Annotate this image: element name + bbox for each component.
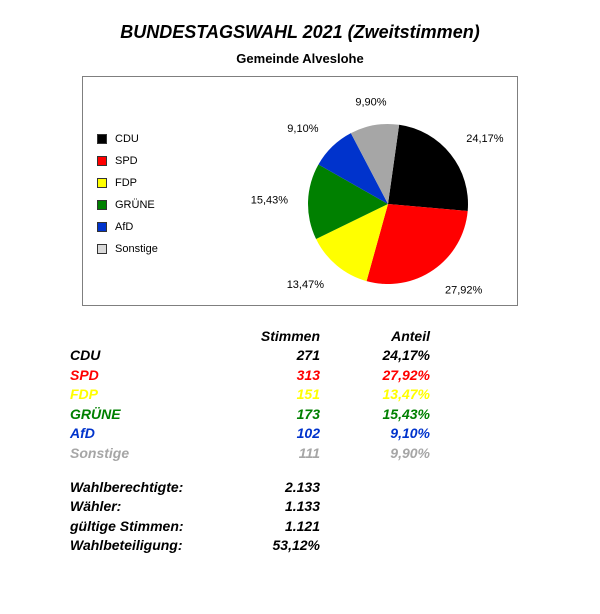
- pie-chart: 24,17%27,92%13,47%15,43%9,10%9,90%: [263, 99, 503, 299]
- results-header: Stimmen Anteil: [70, 328, 450, 344]
- legend-swatch: [97, 178, 107, 188]
- slice-label: 24,17%: [466, 133, 504, 145]
- party-share: 13,47%: [320, 385, 430, 405]
- pie-slice: [388, 125, 468, 211]
- legend-label: AfD: [115, 221, 133, 233]
- party-label: SPD: [70, 366, 210, 386]
- page-subtitle: Gemeinde Alveslohe: [40, 51, 560, 66]
- stat-row: Wahlberechtigte:2.133: [70, 478, 560, 498]
- party-votes: 313: [210, 366, 320, 386]
- party-label: GRÜNE: [70, 405, 210, 425]
- results-table: Stimmen Anteil CDU27124,17%SPD31327,92%F…: [70, 328, 450, 464]
- chart-legend: CDU SPD FDP GRÜNE AfD Sonstige: [97, 123, 158, 265]
- legend-item: Sonstige: [97, 243, 158, 255]
- legend-item: FDP: [97, 177, 158, 189]
- slice-label: 15,43%: [251, 195, 289, 207]
- legend-swatch: [97, 244, 107, 254]
- stat-value: 53,12%: [230, 536, 320, 556]
- party-votes: 102: [210, 424, 320, 444]
- party-votes: 151: [210, 385, 320, 405]
- results-row: AfD1029,10%: [70, 424, 450, 444]
- legend-item: CDU: [97, 133, 158, 145]
- legend-item: GRÜNE: [97, 199, 158, 211]
- party-share: 15,43%: [320, 405, 430, 425]
- col-anteil: Anteil: [320, 328, 430, 344]
- stat-value: 2.133: [230, 478, 320, 498]
- legend-label: CDU: [115, 133, 139, 145]
- legend-swatch: [97, 222, 107, 232]
- slice-label: 9,10%: [287, 123, 318, 135]
- results-row: Sonstige1119,90%: [70, 444, 450, 464]
- stat-label: Wähler:: [70, 497, 230, 517]
- party-label: FDP: [70, 385, 210, 405]
- col-stimmen: Stimmen: [210, 328, 320, 344]
- page-title: BUNDESTAGSWAHL 2021 (Zweitstimmen): [40, 22, 560, 43]
- page: BUNDESTAGSWAHL 2021 (Zweitstimmen) Gemei…: [0, 0, 600, 566]
- legend-label: FDP: [115, 177, 137, 189]
- legend-swatch: [97, 200, 107, 210]
- party-share: 24,17%: [320, 346, 430, 366]
- results-row: CDU27124,17%: [70, 346, 450, 366]
- results-row: SPD31327,92%: [70, 366, 450, 386]
- slice-label: 27,92%: [445, 284, 483, 296]
- stat-value: 1.133: [230, 497, 320, 517]
- party-votes: 271: [210, 346, 320, 366]
- col-blank: [70, 328, 210, 344]
- stat-label: Wahlbeteiligung:: [70, 536, 230, 556]
- legend-item: AfD: [97, 221, 158, 233]
- legend-label: GRÜNE: [115, 199, 155, 211]
- stat-label: Wahlberechtigte:: [70, 478, 230, 498]
- slice-label: 13,47%: [287, 279, 325, 291]
- stat-label: gültige Stimmen:: [70, 517, 230, 537]
- stat-value: 1.121: [230, 517, 320, 537]
- party-share: 9,10%: [320, 424, 430, 444]
- legend-label: SPD: [115, 155, 138, 167]
- results-row: FDP15113,47%: [70, 385, 450, 405]
- legend-item: SPD: [97, 155, 158, 167]
- stats-block: Wahlberechtigte:2.133Wähler:1.133gültige…: [70, 478, 560, 556]
- legend-swatch: [97, 134, 107, 144]
- stat-row: Wahlbeteiligung:53,12%: [70, 536, 560, 556]
- party-share: 27,92%: [320, 366, 430, 386]
- chart-container: CDU SPD FDP GRÜNE AfD Sonstige 24,17% 27,92% 13…: [82, 76, 518, 306]
- party-label: AfD: [70, 424, 210, 444]
- party-label: Sonstige: [70, 444, 210, 464]
- party-votes: 111: [210, 444, 320, 464]
- legend-label: Sonstige: [115, 243, 158, 255]
- results-row: GRÜNE17315,43%: [70, 405, 450, 425]
- legend-swatch: [97, 156, 107, 166]
- party-share: 9,90%: [320, 444, 430, 464]
- stat-row: gültige Stimmen:1.121: [70, 517, 560, 537]
- party-votes: 173: [210, 405, 320, 425]
- stat-row: Wähler:1.133: [70, 497, 560, 517]
- slice-label: 9,90%: [355, 96, 386, 108]
- party-label: CDU: [70, 346, 210, 366]
